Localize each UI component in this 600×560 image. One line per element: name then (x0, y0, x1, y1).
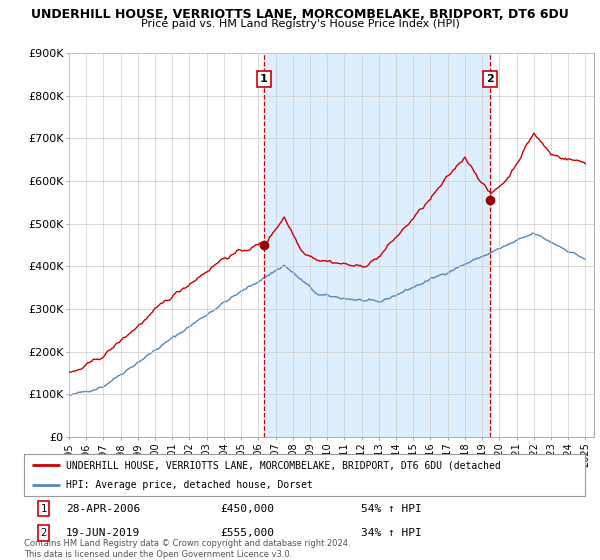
Text: UNDERHILL HOUSE, VERRIOTTS LANE, MORCOMBELAKE, BRIDPORT, DT6 6DU: UNDERHILL HOUSE, VERRIOTTS LANE, MORCOMB… (31, 8, 569, 21)
Text: 1: 1 (260, 74, 268, 84)
Text: HPI: Average price, detached house, Dorset: HPI: Average price, detached house, Dors… (66, 480, 313, 490)
Text: 28-APR-2006: 28-APR-2006 (66, 504, 140, 514)
Text: Price paid vs. HM Land Registry's House Price Index (HPI): Price paid vs. HM Land Registry's House … (140, 19, 460, 29)
Text: £450,000: £450,000 (220, 504, 274, 514)
Text: 2: 2 (41, 528, 47, 538)
Text: 19-JUN-2019: 19-JUN-2019 (66, 528, 140, 538)
Text: 54% ↑ HPI: 54% ↑ HPI (361, 504, 421, 514)
Text: 2: 2 (486, 74, 494, 84)
Text: £555,000: £555,000 (220, 528, 274, 538)
Text: UNDERHILL HOUSE, VERRIOTTS LANE, MORCOMBELAKE, BRIDPORT, DT6 6DU (detached: UNDERHILL HOUSE, VERRIOTTS LANE, MORCOMB… (66, 460, 501, 470)
Text: 34% ↑ HPI: 34% ↑ HPI (361, 528, 421, 538)
Text: Contains HM Land Registry data © Crown copyright and database right 2024.
This d: Contains HM Land Registry data © Crown c… (24, 539, 350, 559)
Text: 1: 1 (41, 504, 47, 514)
